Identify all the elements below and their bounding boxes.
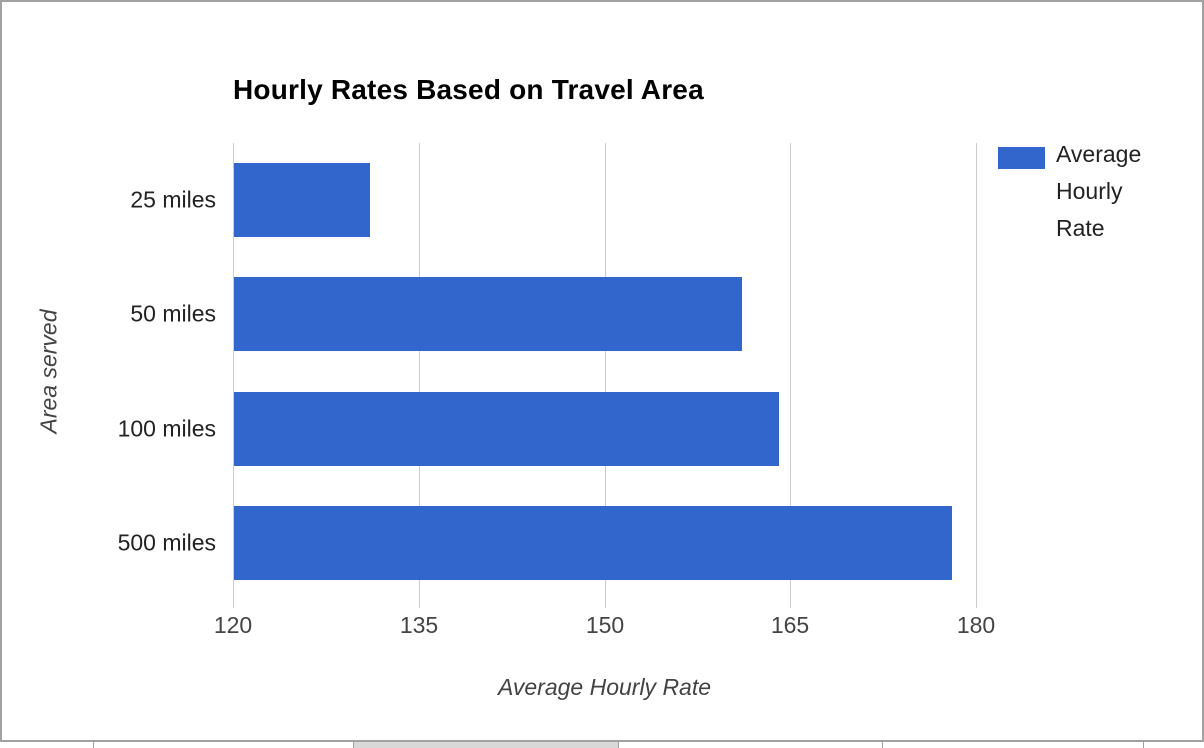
- tick-mark-x-120: [233, 600, 234, 608]
- y-category-label-25-miles: 25 miles: [130, 186, 216, 213]
- x-tick-label-180: 180: [956, 612, 996, 638]
- x-tick-label-120: 120: [213, 612, 253, 638]
- x-tick-label-165: 165: [770, 612, 810, 638]
- gridline-x-180: [976, 143, 977, 600]
- y-axis-category-labels: 25 miles 50 miles 100 miles 500 miles: [2, 143, 216, 600]
- tick-mark-x-165: [790, 600, 791, 608]
- sheet-cell-border: [1143, 742, 1144, 748]
- x-axis-title: Average Hourly Rate: [497, 674, 712, 700]
- plot-area: [233, 143, 977, 608]
- sheet-cell-border: [93, 742, 94, 748]
- legend-swatch: [998, 147, 1045, 169]
- bar-500-miles[interactable]: [234, 506, 952, 580]
- gridline-x-165: [790, 143, 791, 600]
- x-axis-tick-labels: 120 135 150 165 180: [2, 612, 1204, 642]
- gridline-x-120: [233, 143, 234, 600]
- y-category-label-500-miles: 500 miles: [117, 529, 216, 556]
- sheet-cell-shaded[interactable]: [353, 742, 618, 748]
- x-tick-label-135: 135: [399, 612, 439, 638]
- legend-label: Average Hourly Rate: [1056, 141, 1142, 241]
- gridline-x-150: [605, 143, 606, 600]
- chart-title: Hourly Rates Based on Travel Area: [233, 74, 704, 105]
- sheet-cell-border: [353, 742, 354, 748]
- y-category-label-50-miles: 50 miles: [130, 300, 216, 327]
- tick-mark-x-150: [605, 600, 606, 608]
- sheet-cell-border: [618, 742, 619, 748]
- sheet-cell-border: [882, 742, 883, 748]
- x-tick-label-150: 150: [585, 612, 625, 638]
- y-category-label-100-miles: 100 miles: [117, 415, 216, 442]
- gridline-x-135: [419, 143, 420, 600]
- tick-mark-x-180: [976, 600, 977, 608]
- bar-50-miles[interactable]: [234, 277, 742, 351]
- bar-100-miles[interactable]: [234, 392, 779, 466]
- bar-25-miles[interactable]: [234, 163, 370, 237]
- sheet-row-peek[interactable]: [0, 742, 1204, 748]
- tick-mark-x-135: [419, 600, 420, 608]
